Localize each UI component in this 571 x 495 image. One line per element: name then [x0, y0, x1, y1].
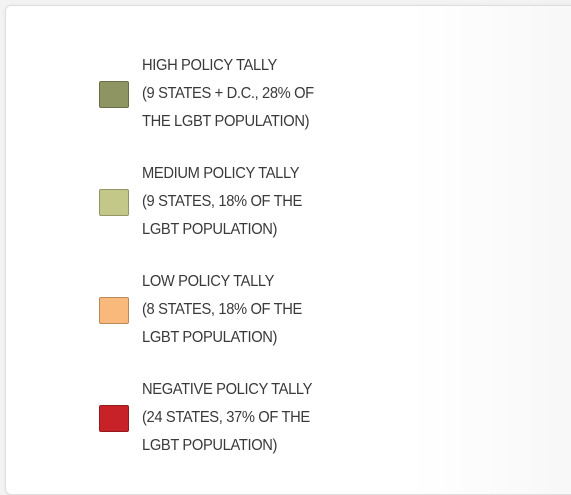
legend-swatch: [99, 404, 129, 432]
legend-panel: HIGH POLICY TALLY (9 STATES + D.C., 28% O…: [5, 5, 571, 495]
legend-item: HIGH POLICY TALLY (9 STATES + D.C., 28% O…: [99, 52, 329, 136]
legend-label-line: LGBT POPULATION): [142, 221, 278, 238]
legend: HIGH POLICY TALLY (9 STATES + D.C., 28% O…: [99, 52, 329, 460]
legend-item: MEDIUM POLICY TALLY (9 STATES, 18% OF THE…: [99, 160, 329, 244]
legend-label-line: (9 STATES + D.C., 28% OF: [142, 85, 314, 102]
legend-swatch: [99, 296, 129, 324]
legend-label-line: NEGATIVE POLICY TALLY: [142, 381, 313, 398]
legend-item: NEGATIVE POLICY TALLY (24 STATES, 37% OF …: [99, 376, 329, 460]
legend-label-line: THE LGBT POPULATION): [142, 113, 310, 130]
legend-label: LOW POLICY TALLY (8 STATES, 18% OF THE LGB…: [142, 268, 302, 352]
legend-item: LOW POLICY TALLY (8 STATES, 18% OF THE LGB…: [99, 268, 329, 352]
legend-label-line: HIGH POLICY TALLY: [142, 57, 278, 74]
legend-label-line: (24 STATES, 37% OF THE: [142, 409, 310, 426]
legend-label-line: LGBT POPULATION): [142, 437, 278, 454]
legend-label: MEDIUM POLICY TALLY (9 STATES, 18% OF THE…: [142, 160, 302, 244]
legend-swatch: [99, 188, 129, 216]
legend-label-line: LOW POLICY TALLY: [142, 273, 275, 290]
legend-swatch: [99, 80, 129, 108]
legend-label-line: (9 STATES, 18% OF THE: [142, 193, 302, 210]
legend-label: HIGH POLICY TALLY (9 STATES + D.C., 28% O…: [142, 52, 314, 136]
legend-label: NEGATIVE POLICY TALLY (24 STATES, 37% OF …: [142, 376, 312, 460]
legend-label-line: LGBT POPULATION): [142, 329, 278, 346]
legend-label-line: (8 STATES, 18% OF THE: [142, 301, 302, 318]
legend-label-line: MEDIUM POLICY TALLY: [142, 165, 300, 182]
